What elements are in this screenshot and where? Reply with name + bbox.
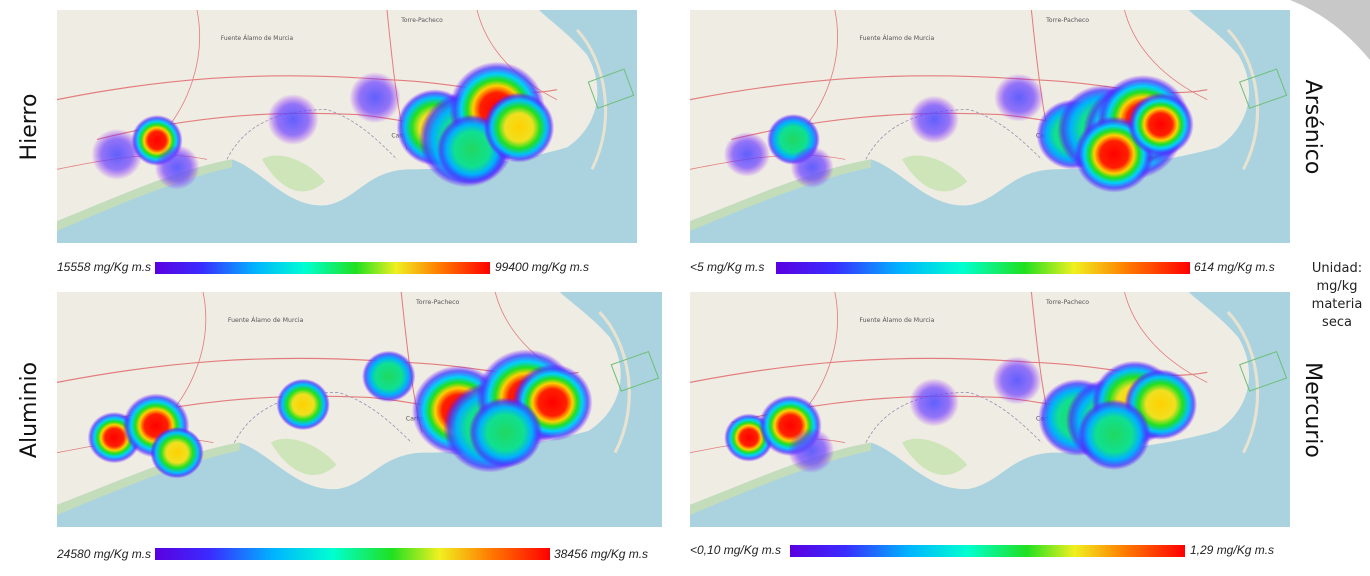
road — [476, 10, 558, 100]
sea — [690, 10, 1290, 244]
protected-area — [1239, 350, 1288, 392]
color-bar — [776, 262, 1190, 274]
heat-spot — [349, 72, 401, 124]
la-manga — [1226, 311, 1260, 454]
heat-spot — [1077, 399, 1151, 470]
heat-spot — [994, 73, 1044, 122]
unit-note: mg/kg — [1316, 279, 1357, 294]
unit-note: Unidad: — [1312, 261, 1362, 276]
heat-spot — [150, 426, 204, 479]
panel-label: Mercurio — [1300, 362, 1325, 458]
legend-min: <5 mg/Kg m.s — [690, 260, 764, 274]
heat-spot — [267, 94, 319, 146]
place-label: Torre-Pacheco — [1045, 17, 1089, 24]
municipal-boundary — [865, 392, 1043, 443]
protected-area — [1239, 68, 1288, 109]
heat-spot — [790, 146, 834, 189]
panel-label: Hierro — [17, 94, 42, 161]
legend-max: 99400 mg/Kg m.s — [495, 260, 589, 274]
legend-min: 24580 mg/Kg m.s — [56, 547, 151, 561]
heat-spot — [992, 356, 1042, 405]
place-label: Torre-Pacheco — [400, 17, 443, 24]
heat-spot — [909, 95, 959, 144]
heat-spot — [787, 428, 835, 474]
la-manga — [575, 28, 608, 170]
heat-spot — [483, 92, 555, 163]
heat-spot — [1127, 92, 1194, 157]
park — [902, 438, 968, 475]
road — [1124, 10, 1208, 100]
place-label: Torre-Pacheco — [1045, 299, 1089, 306]
municipal-boundary — [226, 109, 398, 160]
heat-spot — [909, 378, 959, 427]
panel-label: Arsénico — [1300, 80, 1325, 175]
road — [1124, 292, 1208, 383]
legend-max: 614 mg/Kg m.s — [1194, 260, 1275, 274]
heat-spot — [154, 145, 200, 190]
heat-spot — [468, 397, 543, 468]
park — [902, 155, 968, 192]
heat-spot — [276, 378, 330, 431]
color-bar — [155, 262, 490, 274]
protected-area — [610, 350, 660, 392]
sea — [57, 292, 662, 527]
place-label: Fuente Álamo de Murcia — [859, 33, 934, 42]
corner-decoration — [1290, 0, 1370, 60]
legend-min: <0,10 mg/Kg m.s — [690, 543, 781, 557]
park — [262, 155, 325, 192]
color-bar — [155, 548, 550, 560]
la-manga — [598, 311, 631, 454]
la-manga — [1226, 28, 1260, 170]
municipal-boundary — [865, 109, 1043, 160]
place-label: Torre-Pacheco — [415, 299, 460, 306]
heat-spot — [91, 128, 143, 180]
legend-min: 15558 mg/Kg m.s — [57, 260, 151, 274]
protected-area — [587, 68, 635, 109]
municipal-boundary — [233, 392, 412, 443]
panel-label: Aluminio — [17, 362, 42, 458]
place-label: Fuente Álamo de Murcia — [221, 35, 294, 42]
place-label: Fuente Álamo de Murcia — [859, 315, 934, 324]
heat-spot — [362, 350, 416, 403]
heat-spot — [723, 132, 771, 177]
legend-max: 38456 mg/Kg m.s — [554, 547, 648, 561]
sea — [690, 292, 1290, 528]
color-bar — [790, 545, 1185, 557]
unit-note: seca — [1322, 315, 1352, 330]
legend-max: 1,29 mg/Kg m.s — [1190, 543, 1274, 557]
unit-note: materia — [1312, 297, 1363, 312]
sea — [57, 10, 637, 244]
park — [270, 438, 337, 475]
place-label: Fuente Álamo de Murcia — [228, 315, 304, 324]
